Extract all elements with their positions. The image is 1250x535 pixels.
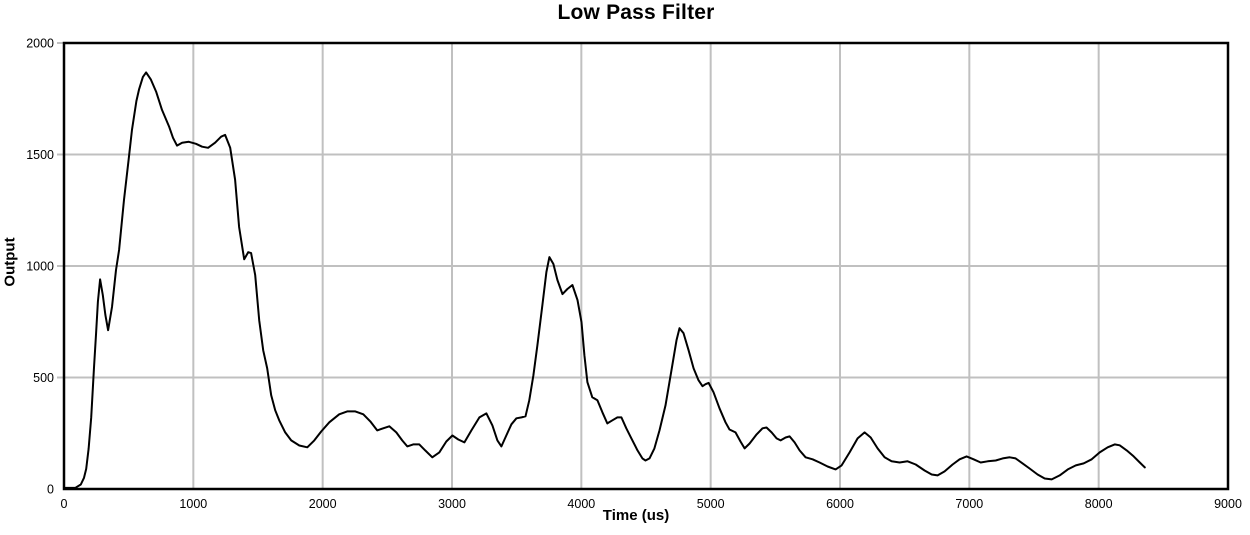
- x-tick-label: 3000: [438, 497, 466, 511]
- x-tick-label: 9000: [1214, 497, 1242, 511]
- x-axis-label: Time (us): [602, 507, 670, 524]
- plot-border: [62, 41, 1230, 491]
- x-tick-label: 4000: [567, 497, 595, 511]
- y-tick-label: 0: [47, 483, 54, 497]
- x-tick-label: 6000: [826, 497, 854, 511]
- y-tick-label: 500: [33, 371, 54, 385]
- signal-trace: [63, 71, 1146, 489]
- chart-title: Low Pass Filter: [557, 1, 715, 24]
- x-tick-label: 5000: [697, 497, 725, 511]
- y-tick-label: 1000: [26, 260, 54, 274]
- y-tick-label: 1500: [26, 148, 54, 162]
- x-tick-label: 0: [61, 497, 68, 511]
- x-tick-label: 8000: [1085, 497, 1113, 511]
- y-tick-label: 2000: [26, 37, 54, 51]
- x-tick-label: 7000: [955, 497, 983, 511]
- x-tick-label: 1000: [179, 497, 207, 511]
- x-tick-label: 2000: [309, 497, 337, 511]
